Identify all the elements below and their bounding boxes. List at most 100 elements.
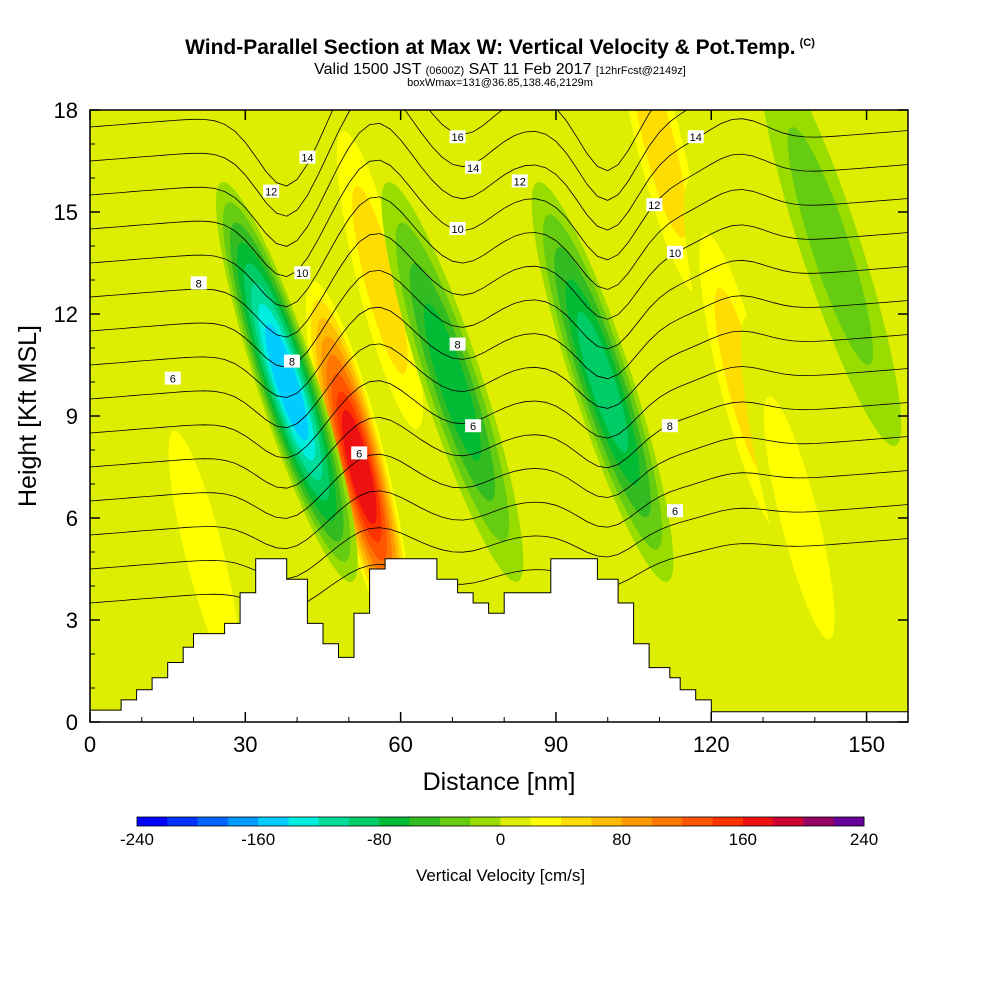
theta-contour: [90, 110, 688, 217]
colorbar-swatch: [621, 817, 653, 826]
colorbar-swatch: [530, 817, 562, 826]
svg-text:6: 6: [170, 374, 176, 386]
svg-text:8: 8: [196, 278, 202, 290]
colorbar-swatch: [470, 817, 501, 826]
colorbar-swatch: [409, 817, 441, 826]
colorbar-swatch: [318, 817, 350, 826]
theta-contour: [90, 110, 653, 187]
theta-contour: [90, 330, 908, 429]
velocity-cell: [631, 110, 688, 238]
svg-text:14: 14: [690, 132, 702, 144]
theta-contour: [90, 470, 908, 550]
theta-contour: [90, 366, 908, 459]
colorbar-swatch: [742, 817, 774, 826]
svg-text:6: 6: [356, 448, 362, 460]
theta-contour: [90, 153, 908, 278]
theta-contour-label: 6: [667, 504, 684, 518]
theta-contour: [90, 295, 908, 398]
y-tick-label: 3: [66, 608, 78, 633]
x-tick-label: 150: [848, 732, 885, 757]
y-tick-label: 18: [54, 98, 78, 123]
potential-temperature-contours: 16 14 14 14 12 12 12 10 10 10 8 8 8 8 6 6 6 6: [90, 110, 908, 610]
theta-contour-label: 10: [294, 266, 311, 280]
svg-text:12: 12: [648, 200, 660, 212]
theta-contour-label: 12: [511, 174, 528, 188]
theta-contour: [90, 189, 908, 308]
y-tick-label: 12: [54, 302, 78, 327]
theta-contour-label: 12: [646, 198, 663, 212]
theta-contour-label: 16: [449, 130, 466, 144]
copyright-mark: (C): [799, 37, 815, 49]
colorbar-tick-label: 160: [729, 830, 757, 849]
colorbar-tick-label: 0: [496, 830, 505, 849]
velocity-cell: [168, 430, 240, 674]
theta-contour: [90, 436, 908, 519]
colorbar-swatch: [258, 817, 289, 826]
colorbar-tick-label: -240: [120, 830, 154, 849]
theta-contour-label: 6: [351, 446, 368, 460]
velocity-cell: [576, 311, 629, 453]
colorbar-swatch: [773, 817, 804, 826]
svg-text:12: 12: [514, 176, 526, 188]
theta-contour-label: 14: [465, 160, 482, 175]
theta-contour-label: 8: [190, 276, 207, 290]
terrain-mask: [89, 558, 909, 723]
svg-text:8: 8: [455, 340, 461, 352]
colorbar-swatch: [379, 817, 411, 826]
colorbar-swatch: [803, 817, 835, 826]
svg-text:10: 10: [669, 248, 681, 260]
velocity-cell: [341, 409, 377, 525]
svg-text:6: 6: [672, 506, 678, 518]
y-tick-label: 15: [54, 200, 78, 225]
colorbar-swatch: [500, 817, 532, 826]
colorbar: -240 -160 -80 0 80 160 240 Vertical Velocity [c…: [120, 816, 878, 885]
svg-text:8: 8: [667, 421, 673, 433]
y-axis-label: Height [Kft MSL]: [14, 325, 42, 507]
theta-contour-label: 6: [465, 419, 482, 433]
chart-title: Wind-Parallel Section at Max W: Vertical…: [185, 36, 815, 59]
colorbar-swatch: [682, 817, 714, 826]
theta-contour-label: 6: [164, 371, 181, 386]
chart-subtitle-box-wmax: boxWmax=131@36.85,138.46,2129m: [407, 77, 593, 89]
terrain-profile: [89, 558, 909, 723]
colorbar-swatch: [197, 817, 229, 826]
x-tick-label: 30: [233, 732, 257, 757]
svg-text:14: 14: [467, 163, 479, 175]
colorbar-swatch: [167, 817, 199, 826]
chart-subtitle: Valid 1500 JST (0600Z) SAT 11 Feb 2017 […: [314, 61, 686, 78]
x-tick-label: 120: [693, 732, 730, 757]
theta-contour: [90, 259, 908, 368]
velocity-cell: [787, 126, 873, 366]
axes: 0 30 60 90 120 150 0 3 6 9 12 15 18 Distance [nm] Heig…: [14, 98, 908, 796]
colorbar-swatch: [591, 817, 623, 826]
svg-text:10: 10: [451, 224, 463, 236]
y-tick-label: 9: [66, 404, 78, 429]
svg-text:14: 14: [301, 153, 313, 165]
y-tick-label: 6: [66, 506, 78, 531]
theta-contour-label: 12: [263, 184, 280, 199]
colorbar-tick-label: 240: [850, 830, 878, 849]
theta-contour-label: 8: [283, 354, 300, 369]
theta-contour: [90, 538, 908, 610]
colorbar-tick-label: -160: [241, 830, 275, 849]
colorbar-swatch: [561, 817, 592, 826]
colorbar-swatch: [137, 817, 168, 826]
y-tick-label: 0: [66, 710, 78, 735]
velocity-cell: [466, 110, 584, 518]
colorbar-swatch: [833, 817, 865, 826]
x-tick-label: 0: [84, 732, 96, 757]
theta-contour-label: 10: [449, 222, 466, 236]
svg-text:16: 16: [451, 132, 463, 144]
theta-contour: [90, 118, 908, 247]
colorbar-tick-label: -80: [367, 830, 392, 849]
colorbar-border: [136, 816, 865, 827]
velocity-cell: [265, 323, 309, 441]
colorbar-label: Vertical Velocity [cm/s]: [416, 866, 585, 885]
colorbar-swatch: [651, 817, 683, 826]
x-tick-label: 60: [388, 732, 412, 757]
svg-text:10: 10: [296, 268, 308, 280]
colorbar-swatch: [349, 817, 380, 826]
theta-contour-label: 14: [687, 130, 704, 144]
theta-contour-label: 10: [667, 245, 684, 260]
